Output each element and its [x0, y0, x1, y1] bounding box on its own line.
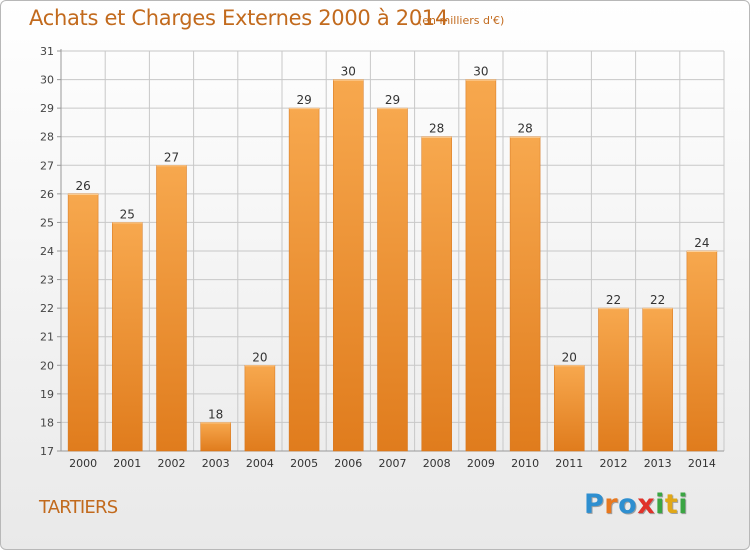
value-label: 22 — [650, 293, 665, 307]
bar — [509, 136, 541, 452]
x-tick-label: 2013 — [644, 457, 672, 470]
bar — [156, 165, 187, 452]
logo-letter: i — [678, 489, 689, 520]
value-label: 30 — [473, 65, 488, 79]
bar — [67, 193, 99, 452]
y-tick-label: 29 — [40, 102, 54, 115]
logo-letter: o — [618, 489, 638, 520]
bar — [465, 79, 497, 452]
value-label: 28 — [517, 122, 532, 136]
y-tick-label: 21 — [40, 331, 54, 344]
y-tick-label: 26 — [40, 188, 54, 201]
chart-title: Achats et Charges Externes 2000 à 2014 — [29, 6, 449, 30]
y-tick-label: 20 — [40, 359, 54, 372]
y-tick-label: 17 — [40, 445, 54, 458]
bar — [421, 136, 452, 452]
x-tick-label: 2006 — [334, 457, 362, 470]
value-label: 18 — [208, 407, 223, 421]
logo-letter: i — [655, 489, 665, 520]
value-label: 29 — [296, 93, 311, 107]
x-tick-label: 2011 — [555, 457, 583, 470]
x-tick-label: 2005 — [290, 457, 318, 470]
x-tick-label: 2004 — [246, 457, 274, 470]
x-tick-label: 2000 — [69, 457, 97, 470]
logo-letter: t — [664, 489, 679, 520]
y-tick-label: 24 — [40, 245, 54, 258]
value-label: 22 — [606, 293, 621, 307]
x-tick-label: 2007 — [379, 457, 407, 470]
bar — [554, 365, 585, 452]
bar — [288, 107, 320, 452]
x-tick-label: 2009 — [467, 457, 495, 470]
x-tick-label: 2012 — [600, 457, 628, 470]
x-tick-label: 2014 — [688, 457, 716, 470]
y-tick-label: 18 — [40, 416, 54, 429]
value-label: 24 — [694, 236, 709, 250]
proxiti-logo: Proxiti — [584, 489, 688, 520]
value-label: 30 — [341, 65, 356, 79]
x-tick-label: 2003 — [202, 457, 230, 470]
y-tick-label: 25 — [40, 216, 54, 229]
chart-subtitle: (en milliers d'€) — [418, 14, 505, 27]
bar — [642, 307, 673, 452]
y-tick-label: 19 — [40, 388, 54, 401]
logo-letter: r — [604, 489, 619, 520]
bar — [112, 222, 143, 452]
bar — [200, 422, 231, 452]
x-tick-label: 2008 — [423, 457, 451, 470]
value-label: 26 — [75, 179, 90, 193]
y-tick-label: 27 — [40, 159, 54, 172]
bar — [598, 307, 629, 452]
y-tick-label: 22 — [40, 302, 54, 315]
logo-letter: x — [637, 489, 656, 520]
value-label: 29 — [385, 93, 400, 107]
y-tick-label: 28 — [40, 131, 54, 144]
value-label: 25 — [120, 207, 135, 221]
bar — [686, 250, 718, 452]
bar — [333, 79, 364, 452]
x-tick-label: 2001 — [113, 457, 141, 470]
value-label: 20 — [252, 350, 267, 364]
bar — [244, 365, 276, 452]
y-tick-label: 31 — [40, 45, 54, 58]
value-label: 20 — [562, 350, 577, 364]
x-tick-label: 2010 — [511, 457, 539, 470]
logo-letter: P — [584, 489, 605, 520]
value-label: 27 — [164, 150, 179, 164]
bar — [377, 107, 408, 452]
value-label: 28 — [429, 122, 444, 136]
x-tick-label: 2002 — [158, 457, 186, 470]
commune-name: TARTIERS — [39, 497, 118, 518]
y-tick-label: 30 — [40, 74, 54, 87]
y-tick-label: 23 — [40, 274, 54, 287]
